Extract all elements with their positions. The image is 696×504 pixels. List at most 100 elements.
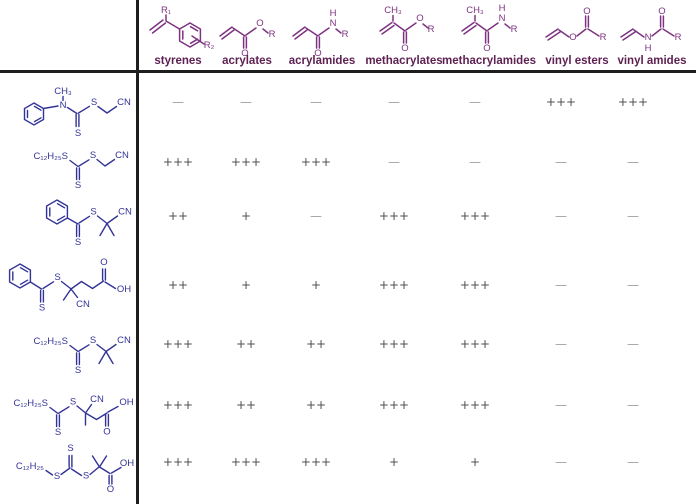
rating-cell: ++ bbox=[167, 209, 189, 223]
rating-cell: +++ bbox=[545, 95, 577, 109]
atom-label: N bbox=[645, 32, 652, 43]
rating-cell: — bbox=[310, 95, 322, 109]
atom-label: O bbox=[107, 484, 114, 495]
rating-cell: — bbox=[627, 455, 639, 469]
rating-cell: — bbox=[555, 337, 567, 351]
atom-label: N bbox=[330, 18, 337, 29]
atom-label: R bbox=[269, 29, 276, 40]
raft-agent-structure-1: CH₃ N S S CN bbox=[23, 86, 131, 139]
atom-label: CN bbox=[76, 299, 90, 310]
atom-label: CH₃ bbox=[466, 5, 484, 16]
atom-label: CN bbox=[117, 97, 131, 108]
column-label-styrenes: styrenes bbox=[154, 55, 202, 67]
rating-cell: — bbox=[240, 95, 252, 109]
atom-label: S bbox=[75, 180, 81, 191]
vinyl-esters-structure: O O R bbox=[545, 6, 607, 43]
rating-cell: — bbox=[555, 155, 567, 169]
rating-cell: + bbox=[388, 455, 400, 469]
atom-label: R₂ bbox=[204, 40, 215, 51]
rating-cell: — bbox=[555, 278, 567, 292]
rating-cell: — bbox=[172, 95, 184, 109]
styrenes-structure: R₁ R₂ bbox=[149, 5, 215, 51]
atom-label: H bbox=[499, 3, 506, 14]
atom-label: O bbox=[314, 48, 321, 59]
rating-cell: +++ bbox=[162, 398, 194, 412]
methacrylates-structure: CH₃ O O R bbox=[379, 5, 435, 54]
acrylamides-structure: O N H R bbox=[292, 8, 349, 59]
atom-label: S bbox=[75, 237, 81, 248]
rating-cell: ++ bbox=[305, 337, 327, 351]
atom-label: C₁₂H₂₅S bbox=[14, 398, 48, 409]
rating-cell: +++ bbox=[162, 337, 194, 351]
atom-label: CH₃ bbox=[384, 5, 402, 16]
rating-cell: +++ bbox=[162, 455, 194, 469]
atom-label: S bbox=[90, 207, 96, 218]
atom-label: S bbox=[70, 397, 76, 408]
column-label-vinyl-amides: vinyl amides bbox=[617, 55, 687, 67]
raft-agent-structure-5: C₁₂H₂₅S S S CN bbox=[34, 335, 131, 376]
column-label-methacrylamides: methacrylamides bbox=[442, 55, 536, 67]
atom-label: H bbox=[645, 43, 652, 54]
raft-agent-structure-4: S S CN O OH bbox=[8, 257, 131, 314]
rating-cell: +++ bbox=[162, 155, 194, 169]
atom-label: O bbox=[401, 43, 408, 54]
atom-label: OH bbox=[117, 284, 131, 295]
raft-agent-structure-3: S S CN bbox=[45, 199, 132, 248]
rating-cell: +++ bbox=[300, 455, 332, 469]
rating-cell: + bbox=[240, 278, 252, 292]
atom-label: S bbox=[91, 97, 97, 108]
atom-label: O bbox=[256, 18, 263, 29]
rating-cell: + bbox=[469, 455, 481, 469]
vinyl-amides-structure: N H O R bbox=[620, 6, 682, 54]
rating-cell: — bbox=[310, 209, 322, 223]
raft-agent-structure-6: C₁₂H₂₅S S S CN OH O bbox=[14, 394, 134, 438]
atom-label: H bbox=[330, 8, 337, 19]
atom-label: N bbox=[60, 100, 67, 111]
rating-cell: ++ bbox=[235, 398, 257, 412]
rating-cell: — bbox=[627, 337, 639, 351]
acrylates-structure: O O R bbox=[219, 18, 276, 59]
column-label-methacrylates: methacrylates bbox=[365, 55, 443, 67]
header-rule bbox=[0, 70, 696, 73]
rating-cell: +++ bbox=[230, 455, 262, 469]
atom-label: OH bbox=[120, 458, 134, 469]
rating-cell: ++ bbox=[305, 398, 327, 412]
rating-cell: +++ bbox=[459, 278, 491, 292]
atom-label: S bbox=[54, 471, 60, 482]
atom-label: R bbox=[428, 24, 435, 35]
atom-label: C₁₂H₂₅S bbox=[34, 151, 68, 162]
atom-label: CH₃ bbox=[54, 86, 72, 97]
atom-label: O bbox=[416, 13, 423, 24]
atom-label: OH bbox=[119, 397, 133, 408]
rating-cell: + bbox=[310, 278, 322, 292]
column-label-acrylamides: acrylamides bbox=[288, 55, 356, 67]
atom-label: O bbox=[658, 6, 665, 17]
atom-label: R₁ bbox=[161, 5, 171, 16]
atom-label: R bbox=[600, 32, 607, 43]
methacrylamides-structure: CH₃ O N H R bbox=[461, 3, 518, 54]
rating-cell: +++ bbox=[459, 337, 491, 351]
rating-cell: — bbox=[627, 278, 639, 292]
atom-label: O bbox=[241, 48, 248, 59]
rating-cell: — bbox=[388, 155, 400, 169]
rating-cell: — bbox=[627, 155, 639, 169]
vertical-rule bbox=[136, 0, 139, 504]
rating-cell: +++ bbox=[230, 155, 262, 169]
atom-label: R bbox=[675, 32, 682, 43]
rating-cell: ++ bbox=[167, 278, 189, 292]
atom-label: C₁₂H₂₅S bbox=[34, 336, 68, 347]
atom-label: S bbox=[54, 272, 60, 283]
rating-cell: — bbox=[555, 209, 567, 223]
rating-cell: — bbox=[555, 455, 567, 469]
rating-cell: — bbox=[469, 95, 481, 109]
column-label-vinyl-esters: vinyl esters bbox=[545, 55, 609, 67]
atom-label: O bbox=[569, 32, 576, 43]
atom-label: S bbox=[75, 365, 81, 376]
atom-label: S bbox=[55, 427, 61, 438]
rating-cell: — bbox=[469, 155, 481, 169]
rating-cell: + bbox=[240, 209, 252, 223]
raft-agent-structure-2: C₁₂H₂₅S S S CN bbox=[34, 150, 129, 191]
rating-cell: +++ bbox=[617, 95, 649, 109]
atom-label: O bbox=[583, 6, 590, 17]
